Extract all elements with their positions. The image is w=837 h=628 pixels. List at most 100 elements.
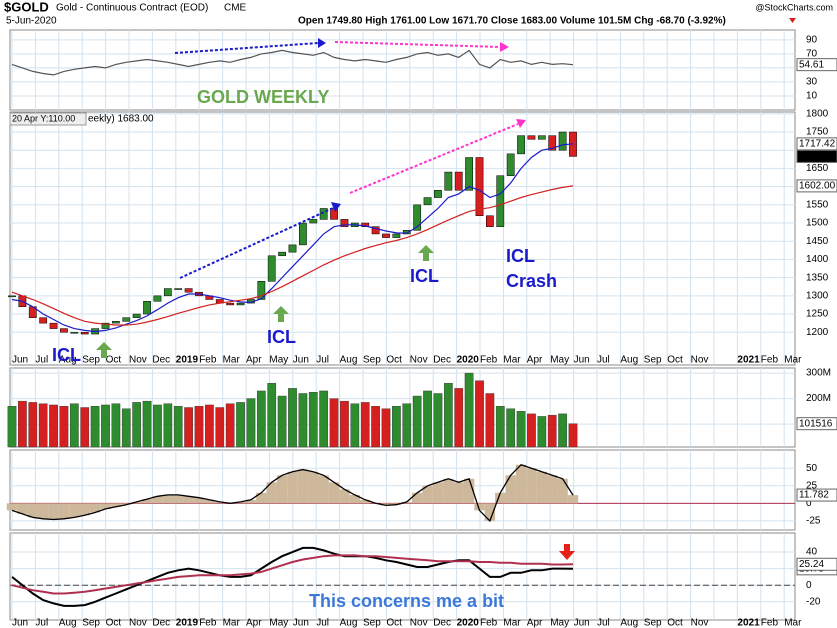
candle xyxy=(143,301,151,315)
bar xyxy=(380,503,392,506)
x-tick-label: Apr xyxy=(527,355,543,366)
annotation: 20 Apr Y:110.00 xyxy=(12,113,75,123)
bar xyxy=(89,503,101,513)
bar xyxy=(506,408,516,448)
x-tick-label: Jul xyxy=(35,355,48,366)
x-tick-label: Dec xyxy=(433,618,451,628)
x-tick-label: May xyxy=(550,355,569,366)
bar xyxy=(433,393,443,448)
y-tick-label: 1400 xyxy=(806,254,829,265)
x-tick-label: Jun xyxy=(293,355,309,366)
x-tick-label: Jun xyxy=(293,618,309,628)
candle xyxy=(340,219,349,227)
bar xyxy=(266,482,277,504)
bar xyxy=(18,400,27,448)
candle xyxy=(163,288,172,297)
bar xyxy=(153,404,162,448)
candle xyxy=(39,317,48,324)
candle xyxy=(132,313,141,318)
x-tick-label: Dec xyxy=(433,355,451,366)
candle xyxy=(49,322,58,329)
y-tick-label: 30 xyxy=(806,77,818,88)
bar xyxy=(163,403,173,448)
x-tick-label: Feb xyxy=(761,355,779,366)
instrument-name: Gold - Continuous Contract (EOD) xyxy=(56,3,208,14)
series-line xyxy=(11,185,574,326)
bar xyxy=(371,406,380,448)
x-tick-label: Jun xyxy=(12,618,28,628)
candle xyxy=(236,302,245,306)
bar xyxy=(152,496,163,504)
panel-frame xyxy=(9,532,796,621)
date: 5-Jun-2020 xyxy=(6,16,57,27)
x-tick-label: Nov xyxy=(691,355,709,366)
y-tick-label: 200M xyxy=(806,393,831,404)
bar xyxy=(536,471,548,504)
x-tick-label: Oct xyxy=(667,355,683,366)
panel-frame xyxy=(9,29,796,111)
bar xyxy=(59,406,69,448)
bar xyxy=(485,393,495,448)
x-tick-label: 2020 xyxy=(457,355,480,366)
candle xyxy=(101,322,110,329)
bar xyxy=(475,380,484,448)
x-tick-label: 2021 xyxy=(737,618,760,628)
value-label-box xyxy=(796,58,837,72)
y-tick-label: 1250 xyxy=(806,309,829,320)
up-arrow xyxy=(273,306,289,322)
bar xyxy=(204,499,215,504)
x-tick-label: Sep xyxy=(644,618,662,628)
bar xyxy=(423,390,432,448)
bar xyxy=(287,471,298,504)
candle xyxy=(80,331,89,335)
x-tick-label: Aug xyxy=(59,618,77,628)
y-tick-label: 1350 xyxy=(806,272,829,283)
y-tick-label: 1200 xyxy=(806,327,829,338)
x-tick-label: Oct xyxy=(667,618,683,628)
candle xyxy=(382,233,390,238)
bar xyxy=(505,475,516,504)
annotation-box xyxy=(9,112,87,126)
bar xyxy=(474,503,485,511)
y-tick-label: 90 xyxy=(806,34,818,45)
candle xyxy=(267,255,276,282)
y-tick-label: -25 xyxy=(806,516,821,527)
bar xyxy=(205,404,214,448)
bar xyxy=(100,503,111,509)
candle xyxy=(361,222,370,227)
x-tick-label: Nov xyxy=(410,618,428,628)
annotation: ICL xyxy=(267,327,296,347)
bar xyxy=(360,499,371,504)
x-tick-label: 2019 xyxy=(176,618,199,628)
annotation: ICL xyxy=(52,345,81,365)
bar xyxy=(184,407,193,448)
bar xyxy=(246,398,256,448)
x-tick-label: Aug xyxy=(340,355,358,366)
x-tick-label: Jun xyxy=(574,355,590,366)
bar xyxy=(131,501,142,504)
x-tick-label: Aug xyxy=(340,618,358,628)
candle xyxy=(60,328,68,333)
series-line xyxy=(11,554,574,595)
bar xyxy=(495,406,505,448)
bar xyxy=(318,475,329,504)
candle xyxy=(330,208,338,220)
y-tick-label: 1750 xyxy=(806,127,829,138)
series-line xyxy=(11,143,574,333)
bar xyxy=(58,503,70,519)
x-tick-label: Jul xyxy=(35,618,48,628)
value-label: 1602.00 xyxy=(799,181,836,192)
x-tick-label: Aug xyxy=(59,355,77,366)
symbol: $GOLD xyxy=(4,0,49,14)
value-label-box xyxy=(796,417,837,431)
x-tick-label: Apr xyxy=(246,355,262,366)
annotation: GOLD WEEKLY xyxy=(197,87,329,107)
bar xyxy=(38,403,48,448)
bar xyxy=(69,403,79,448)
quote: Open 1749.80 High 1761.00 Low 1671.70 Cl… xyxy=(298,16,726,27)
candle xyxy=(319,208,328,220)
bar xyxy=(432,482,444,504)
bar xyxy=(547,475,558,504)
up-arrow xyxy=(96,342,112,358)
candle xyxy=(226,302,235,306)
